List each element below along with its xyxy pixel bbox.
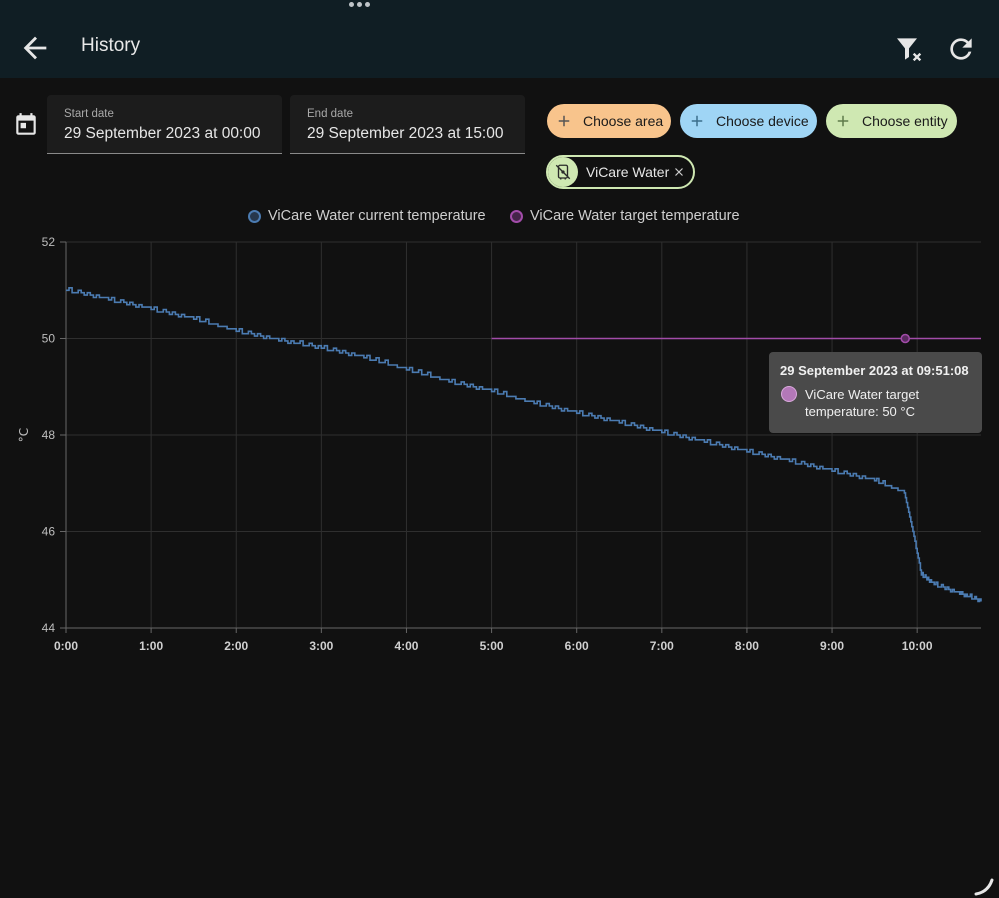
- top-app-bar: History: [0, 0, 999, 78]
- drag-handle[interactable]: [349, 2, 370, 10]
- close-icon[interactable]: [673, 166, 685, 178]
- history-line-chart[interactable]: 44 46 48 50 52 0:00 1:00 2:00 3:00 4:00 5:00 6:00 7:…: [0, 230, 999, 670]
- choose-area-label: Choose area: [583, 113, 664, 129]
- plus-icon: [837, 115, 849, 127]
- end-date-label: End date: [307, 108, 354, 120]
- start-date-field[interactable]: Start date 29 September 2023 at 00:00: [47, 95, 282, 154]
- x-tick-label: 3:00: [309, 639, 333, 653]
- choose-area-chip[interactable]: Choose area: [547, 104, 671, 138]
- x-tick-label: 5:00: [480, 639, 504, 653]
- tooltip-swatch: [781, 386, 797, 402]
- y-tick-label: 50: [42, 332, 56, 346]
- resize-corner-icon: [974, 878, 994, 896]
- x-tick-label: 10:00: [902, 639, 933, 653]
- legend-swatch: [248, 209, 261, 223]
- x-tick-label: 2:00: [224, 639, 248, 653]
- plus-icon: [691, 115, 703, 127]
- x-tick-label: 9:00: [820, 639, 844, 653]
- selected-entity-label: ViCare Water: [586, 164, 670, 180]
- arrow-left-icon: [23, 36, 47, 60]
- y-tick-label: 46: [42, 525, 56, 539]
- tooltip-title: 29 September 2023 at 09:51:08: [780, 363, 969, 378]
- x-tick-label: 6:00: [565, 639, 589, 653]
- series-target-temperature-point: [900, 333, 910, 344]
- choose-entity-chip[interactable]: Choose entity: [826, 104, 957, 138]
- y-tick-label: 52: [42, 235, 56, 249]
- y-axis-title: °C: [17, 428, 31, 442]
- y-tick-label: 44: [42, 621, 56, 635]
- entity-avatar: [548, 157, 578, 187]
- end-date-value: 29 September 2023 at 15:00: [307, 125, 504, 142]
- filter-remove-icon: [897, 38, 922, 62]
- legend-item-current-temperature[interactable]: ViCare Water current temperature: [248, 206, 486, 226]
- choose-device-label: Choose device: [716, 113, 809, 129]
- calendar-icon[interactable]: [13, 112, 39, 138]
- selected-entity-chip[interactable]: ViCare Water: [546, 155, 695, 189]
- clear-filters-button[interactable]: [893, 33, 925, 65]
- choose-device-chip[interactable]: Choose device: [680, 104, 817, 138]
- x-tick-label: 4:00: [394, 639, 418, 653]
- water-heater-off-icon: [555, 164, 571, 180]
- x-tick-label: 8:00: [735, 639, 759, 653]
- choose-entity-label: Choose entity: [862, 113, 948, 129]
- legend-label: ViCare Water current temperature: [268, 208, 486, 224]
- x-tick-label: 1:00: [139, 639, 163, 653]
- legend-label: ViCare Water target temperature: [530, 208, 740, 224]
- legend-item-target-temperature[interactable]: ViCare Water target temperature: [510, 206, 740, 226]
- refresh-button[interactable]: [945, 33, 977, 65]
- y-tick-label: 48: [42, 428, 56, 442]
- back-button[interactable]: [18, 31, 52, 65]
- start-date-label: Start date: [64, 108, 114, 120]
- plus-icon: [558, 115, 570, 127]
- end-date-field[interactable]: End date 29 September 2023 at 15:00: [290, 95, 525, 154]
- x-tick-label: 7:00: [650, 639, 674, 653]
- x-tick-label: 0:00: [54, 639, 78, 653]
- start-date-value: 29 September 2023 at 00:00: [64, 125, 261, 142]
- tooltip-label: ViCare Water target temperature: 50 °C: [805, 387, 920, 419]
- page-title: History: [81, 35, 141, 56]
- legend-swatch: [510, 209, 523, 223]
- chart-tooltip: 29 September 2023 at 09:51:08 ViCare Wat…: [769, 352, 982, 433]
- series-current-temperature-line: [66, 287, 982, 603]
- refresh-icon: [950, 38, 972, 60]
